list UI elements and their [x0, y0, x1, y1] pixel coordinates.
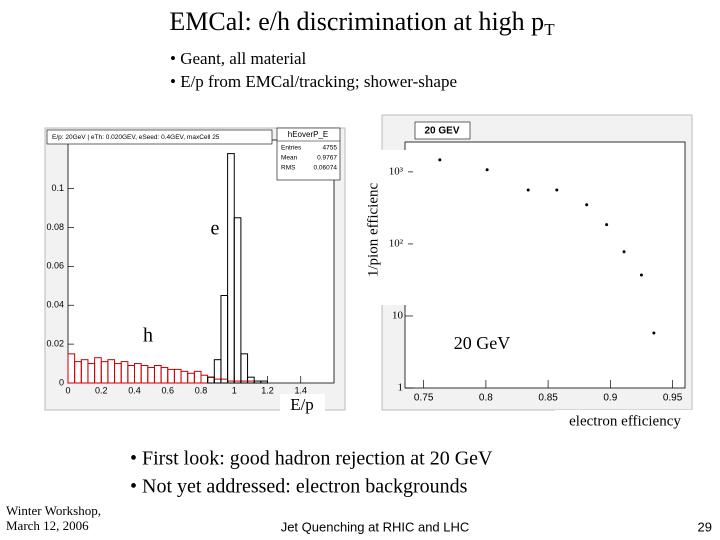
label-backdrop — [555, 410, 695, 432]
x-tick-label: 0 — [65, 385, 70, 395]
x-axis-label: electron efficiency — [569, 413, 681, 429]
y-tick-label: 10 — [392, 309, 404, 321]
y-axis-label: 1/pion efficienc — [365, 183, 381, 278]
stats-box — [276, 127, 341, 181]
footer-center: Jet Quenching at RHIC and LHC — [281, 519, 470, 534]
scatter-title: 20 GEV — [424, 126, 459, 137]
y-tick-label: 0.06 — [46, 261, 64, 271]
histogram-bar — [233, 217, 242, 384]
y-tick-label: 0.04 — [46, 300, 64, 310]
title-box — [414, 121, 471, 140]
x-tick-label: 0.85 — [538, 393, 558, 404]
stats-value: 0.06074 — [314, 165, 338, 172]
stats-key: Entries — [281, 145, 302, 152]
histogram-panel: E/p: 20GeV | eTh: 0.020GEV, eSeed: 0.4GE… — [44, 127, 346, 411]
x-tick-label: 0.4 — [128, 385, 141, 395]
data-point — [639, 273, 643, 277]
y-tick-label: 0 — [59, 377, 64, 387]
stats-value: 0.9767 — [317, 155, 337, 162]
y-tick-label: 1 — [398, 382, 404, 394]
data-point — [585, 203, 589, 207]
title-box — [46, 129, 273, 145]
y-tick-label: 10³ — [389, 165, 404, 177]
x-tick-label: 0.6 — [161, 385, 174, 395]
footer-left: March 12, 2006 — [6, 518, 89, 533]
data-point — [555, 188, 559, 192]
x-tick-label: 0.8 — [195, 385, 208, 395]
plot-frame — [404, 141, 686, 389]
data-point — [526, 188, 530, 192]
label-backdrop — [364, 150, 408, 305]
page-number: 29 — [698, 519, 712, 534]
x-tick-label: 0.75 — [414, 393, 434, 404]
annotation: e — [211, 218, 220, 240]
y-tick-label: 0.08 — [46, 222, 64, 232]
scatter-panel: 20 GEV — [381, 114, 693, 411]
bullet-bottom: • Not yet addressed: electron background… — [130, 476, 468, 498]
data-point — [438, 158, 442, 162]
stats-key: RMS — [281, 165, 296, 172]
x-tick-label: 0.8 — [479, 393, 493, 404]
annotation: h — [143, 325, 153, 347]
data-point — [485, 168, 489, 172]
title-subscript: T — [544, 20, 555, 39]
stats-name: hEoverP_E — [288, 130, 328, 139]
x-axis-label: E/p — [290, 395, 314, 414]
y-tick-label: 0.02 — [46, 338, 64, 348]
slide-title: EMCal: e/h discrimination at high pT — [169, 7, 555, 39]
histogram-bar — [260, 380, 269, 384]
x-tick-label: 1.4 — [294, 385, 307, 395]
data-point — [652, 331, 656, 335]
histogram-bar — [240, 353, 249, 384]
label-backdrop — [280, 394, 325, 418]
x-tick-label: 0.2 — [95, 385, 108, 395]
bullet-bottom: • First look: good hadron rejection at 2… — [130, 448, 493, 470]
x-tick-label: 1.2 — [261, 385, 274, 395]
title-main: EMCal: e/h discrimination at high p — [169, 7, 544, 36]
x-tick-label: 0.95 — [663, 393, 683, 404]
stats-value: 4755 — [323, 145, 338, 152]
footer-left: Winter Workshop, — [6, 503, 101, 518]
histogram-bar — [247, 376, 255, 384]
y-tick-label: 10² — [389, 237, 404, 249]
x-tick-label: 1 — [232, 385, 237, 395]
hist-title: E/p: 20GeV | eTh: 0.020GEV, eSeed: 0.4GE… — [52, 134, 220, 141]
y-tick-label: 0.1 — [51, 183, 64, 193]
data-point — [622, 250, 626, 254]
bullet-top: • Geant, all material — [170, 49, 307, 68]
stats-key: Mean — [281, 155, 298, 162]
data-point — [605, 223, 609, 227]
x-tick-label: 0.9 — [603, 393, 617, 404]
bullet-top: • E/p from EMCal/tracking; shower-shape — [170, 72, 457, 91]
annotation: 20 GeV — [454, 333, 511, 353]
